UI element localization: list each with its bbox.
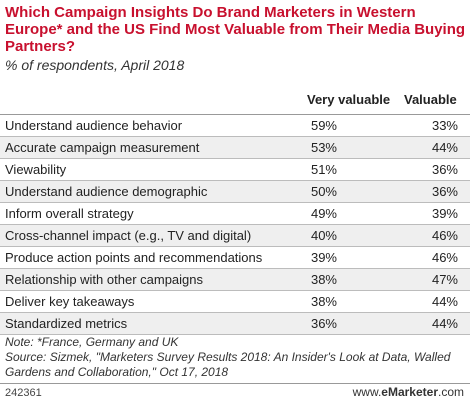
valuable-value: 33% [431, 118, 458, 133]
data-table: Understand audience behavior 59% 33% Accura… [0, 115, 470, 335]
row-label: Cross-channel impact (e.g., TV and digit… [5, 228, 252, 243]
row-label: Relationship with other campaigns [5, 272, 203, 287]
row-label: Understand audience behavior [5, 118, 183, 133]
table-row: Produce action points and recommendation… [0, 247, 470, 269]
brand-prefix: www. [352, 385, 382, 399]
valuable-value: 46% [431, 228, 458, 243]
valuable-value: 44% [431, 140, 458, 155]
footer-divider [0, 383, 470, 384]
row-label: Standardized metrics [5, 316, 128, 331]
table-row: Relationship with other campaigns 38% 47% [0, 269, 470, 291]
table-row: Accurate campaign measurement 53% 44% [0, 137, 470, 159]
very-valuable-value: 40% [310, 228, 337, 243]
very-valuable-value: 36% [310, 316, 337, 331]
brand-name: eMarketer [381, 385, 438, 399]
chart-title: Which Campaign Insights Do Brand Markete… [5, 4, 466, 55]
valuable-value: 46% [431, 250, 458, 265]
row-label: Understand audience demographic [5, 184, 208, 199]
source-text: Source: Sizmek, "Marketers Survey Result… [5, 350, 451, 379]
row-label: Produce action points and recommendation… [5, 250, 263, 265]
valuable-value: 39% [431, 206, 458, 221]
valuable-value: 36% [431, 184, 458, 199]
table-row: Understand audience demographic 50% 36% [0, 181, 470, 203]
very-valuable-value: 50% [310, 184, 337, 199]
very-valuable-value: 38% [310, 294, 337, 309]
chart-id: 242361 [5, 387, 42, 399]
table-row: Inform overall strategy 49% 39% [0, 203, 470, 225]
row-label: Viewability [5, 162, 67, 177]
valuable-value: 47% [431, 272, 458, 287]
very-valuable-value: 39% [310, 250, 337, 265]
row-label: Inform overall strategy [5, 206, 134, 221]
table-row: Understand audience behavior 59% 33% [0, 115, 470, 137]
table-row: Cross-channel impact (e.g., TV and digit… [0, 225, 470, 247]
footnote: Note: *France, Germany and UK Source: Si… [5, 335, 467, 380]
chart-subtitle: % of respondents, April 2018 [5, 57, 185, 73]
very-valuable-value: 53% [310, 140, 337, 155]
brand-logo: www.eMarketer.com [353, 385, 464, 399]
valuable-value: 44% [431, 316, 458, 331]
table-row: Standardized metrics 36% 44% [0, 313, 470, 335]
row-label: Accurate campaign measurement [5, 140, 200, 155]
very-valuable-value: 49% [310, 206, 337, 221]
column-header-very-valuable: Very valuable [307, 92, 391, 107]
valuable-value: 44% [431, 294, 458, 309]
table-row: Deliver key takeaways 38% 44% [0, 291, 470, 313]
very-valuable-value: 51% [310, 162, 337, 177]
table-row: Viewability 51% 36% [0, 159, 470, 181]
valuable-value: 36% [431, 162, 458, 177]
column-header-valuable: Valuable [404, 92, 457, 107]
very-valuable-value: 38% [310, 272, 337, 287]
note-text: Note: *France, Germany and UK [5, 335, 179, 349]
header-divider [0, 114, 470, 115]
very-valuable-value: 59% [310, 118, 337, 133]
row-label: Deliver key takeaways [5, 294, 135, 309]
brand-suffix: .com [437, 385, 464, 399]
